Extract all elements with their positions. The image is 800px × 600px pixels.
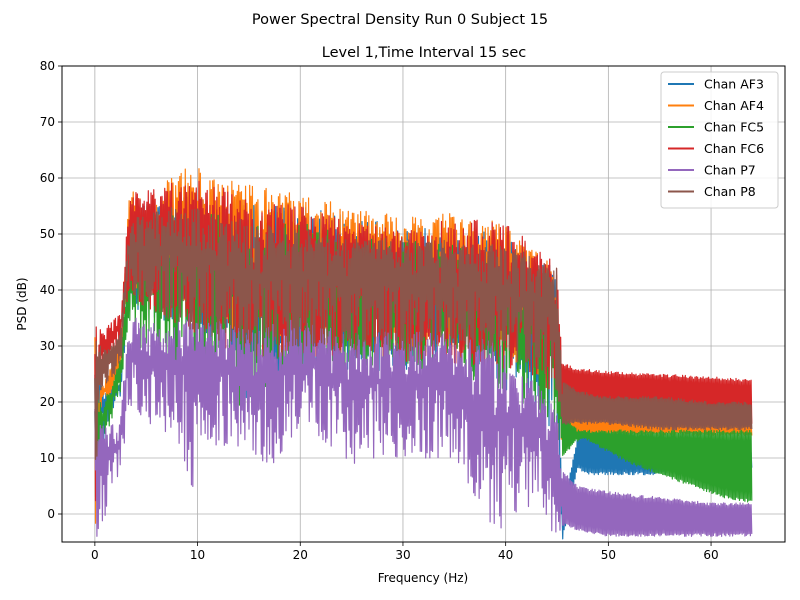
y-tick-label: 80	[40, 59, 55, 73]
legend-label: Chan AF4	[704, 98, 764, 113]
legend-label: Chan FC5	[704, 120, 764, 135]
y-tick-label: 0	[47, 507, 55, 521]
y-tick-label: 50	[40, 227, 55, 241]
x-tick-label: 0	[91, 548, 99, 562]
x-tick-label: 30	[395, 548, 410, 562]
y-tick-label: 60	[40, 171, 55, 185]
legend-label: Chan P8	[704, 184, 756, 199]
x-tick-label: 50	[601, 548, 616, 562]
legend-label: Chan AF3	[704, 77, 764, 92]
x-tick-label: 10	[190, 548, 205, 562]
axes-frame	[61, 65, 786, 543]
y-axis-label: PSD (dB)	[15, 277, 29, 330]
x-axis-label: Frequency (Hz)	[378, 571, 469, 585]
axes-title: Level 1,Time Interval 15 sec	[322, 45, 526, 61]
x-tick-label: 60	[703, 548, 718, 562]
y-axis: 0 10 20 30 40 50 60 70 80	[40, 59, 62, 521]
figure-suptitle: Power Spectral Density Run 0 Subject 15	[252, 12, 548, 28]
y-tick-label: 20	[40, 395, 55, 409]
legend: Chan AF3 Chan AF4 Chan FC5 Chan FC6 Chan P7 C…	[660, 71, 779, 209]
y-tick-label: 10	[40, 451, 55, 465]
x-tick-label: 20	[293, 548, 308, 562]
y-tick-label: 30	[40, 339, 55, 353]
x-axis: 0 10 20 30 40 50 60	[91, 542, 719, 562]
legend-label: Chan P7	[704, 163, 756, 178]
y-tick-label: 40	[40, 283, 55, 297]
series-line-chan-p8	[94, 207, 753, 460]
legend-label: Chan FC6	[704, 141, 764, 156]
y-tick-label: 70	[40, 115, 55, 129]
x-tick-label: 40	[498, 548, 513, 562]
plot-area	[94, 168, 753, 540]
series-line-chan-p7	[94, 313, 753, 537]
